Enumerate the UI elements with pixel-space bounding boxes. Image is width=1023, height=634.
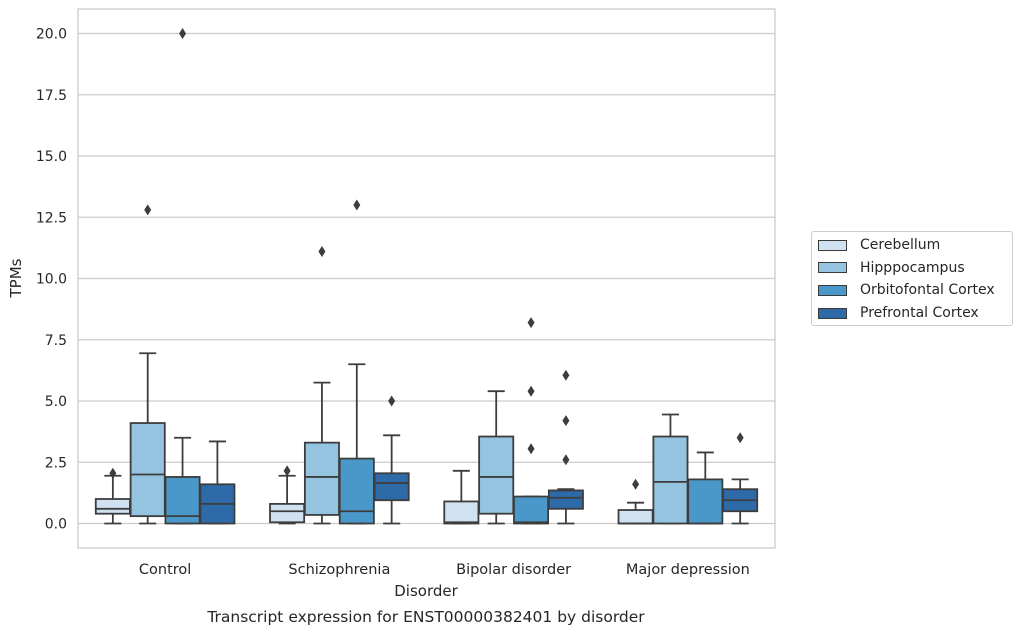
box-cerebellum bbox=[443, 469, 480, 525]
y-tick-label: 15.0 bbox=[36, 149, 67, 165]
y-tick-label: 2.5 bbox=[45, 455, 67, 471]
outlier-point bbox=[736, 432, 744, 444]
y-tick-label: 20.0 bbox=[36, 27, 67, 43]
box-iqr bbox=[687, 478, 724, 525]
box-iqr bbox=[373, 472, 410, 502]
box-hipppocampus bbox=[652, 413, 689, 525]
legend-swatch bbox=[818, 307, 847, 319]
chart-title: Transcript expression for ENST0000038240… bbox=[206, 608, 645, 626]
box-prefrontal-cortex bbox=[199, 440, 236, 525]
box-iqr bbox=[617, 509, 654, 525]
box-iqr bbox=[269, 502, 306, 524]
y-tick-label: 10.0 bbox=[36, 272, 67, 288]
box-iqr bbox=[652, 435, 689, 525]
box-hipppocampus bbox=[303, 246, 340, 525]
box-iqr bbox=[478, 435, 515, 515]
legend-label: Cerebellum bbox=[860, 237, 941, 253]
y-axis-label: TPMs bbox=[7, 258, 25, 298]
legend-label: Hipppocampus bbox=[860, 259, 965, 276]
box-iqr bbox=[547, 489, 584, 510]
legend-item: Orbitofontal Cortex bbox=[818, 280, 995, 300]
plot-frame bbox=[77, 8, 776, 549]
box-cerebellum bbox=[269, 465, 306, 525]
y-tick-labels: 0.0 2.5 5.0 7.5 10.0 12.5 15.0 17.5 20.0 bbox=[36, 27, 67, 533]
y-tick-label: 0.0 bbox=[45, 517, 67, 533]
outlier-point bbox=[562, 369, 570, 381]
x-tick-label: Bipolar disorder bbox=[456, 562, 571, 578]
box-iqr bbox=[94, 498, 131, 515]
x-tick-label: Major depression bbox=[626, 562, 750, 578]
box-iqr bbox=[513, 495, 550, 525]
outlier-point bbox=[283, 465, 291, 477]
outlier-point bbox=[562, 454, 570, 466]
box-cerebellum bbox=[617, 478, 654, 525]
legend: Cerebellum Hipppocampus Orbitofontal Corte… bbox=[811, 231, 1013, 326]
outlier-point bbox=[318, 246, 326, 258]
x-tick-label: Control bbox=[139, 562, 191, 578]
outlier-point bbox=[527, 443, 535, 455]
box-cerebellum bbox=[94, 467, 131, 525]
box-iqr bbox=[443, 500, 480, 525]
box-hipppocampus bbox=[129, 204, 166, 525]
legend-item: Cerebellum bbox=[818, 235, 940, 255]
box-orbitofontal-cortex bbox=[164, 28, 201, 525]
outlier-point bbox=[632, 478, 640, 490]
box-iqr bbox=[338, 457, 375, 525]
x-axis-label: Disorder bbox=[394, 582, 458, 600]
box-prefrontal-cortex bbox=[547, 369, 584, 525]
x-tick-label: Schizophrenia bbox=[288, 562, 390, 578]
legend-item: Prefrontal Cortex bbox=[818, 303, 979, 323]
box-prefrontal-cortex bbox=[722, 432, 759, 525]
box-hipppocampus bbox=[478, 390, 515, 525]
y-tick-label: 7.5 bbox=[45, 333, 67, 349]
box-orbitofontal-cortex bbox=[338, 199, 375, 525]
legend-swatch bbox=[818, 284, 847, 296]
legend-swatch bbox=[818, 239, 847, 251]
y-tick-label: 12.5 bbox=[36, 210, 67, 226]
outlier-point bbox=[109, 467, 117, 479]
box-plot-series bbox=[94, 28, 759, 525]
outlier-point bbox=[179, 28, 187, 39]
outlier-point bbox=[353, 199, 361, 211]
box-orbitofontal-cortex bbox=[513, 317, 550, 525]
outlier-point bbox=[388, 395, 396, 407]
box-iqr bbox=[303, 441, 340, 516]
box-iqr bbox=[129, 422, 166, 518]
box-orbitofontal-cortex bbox=[687, 451, 724, 525]
outlier-point bbox=[144, 204, 152, 216]
y-gridlines bbox=[78, 32, 775, 525]
x-tick-labels: Control Schizophrenia Bipolar disorder Majo… bbox=[139, 562, 750, 578]
legend-swatch bbox=[818, 262, 847, 274]
box-prefrontal-cortex bbox=[373, 395, 410, 525]
legend-label: Orbitofontal Cortex bbox=[860, 282, 995, 299]
y-tick-label: 5.0 bbox=[45, 394, 67, 410]
outlier-point bbox=[562, 415, 570, 427]
outlier-point bbox=[527, 385, 535, 397]
y-tick-label: 17.5 bbox=[36, 88, 67, 104]
legend-label: Prefrontal Cortex bbox=[860, 305, 979, 322]
outlier-point bbox=[527, 317, 535, 329]
legend-item: Hipppocampus bbox=[818, 258, 965, 278]
